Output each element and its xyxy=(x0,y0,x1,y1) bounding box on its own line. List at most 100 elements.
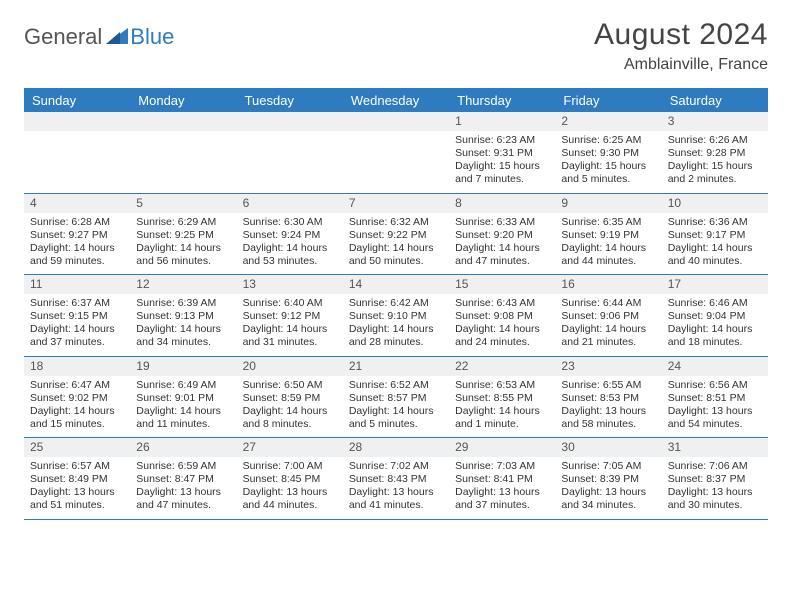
day-line: and 5 minutes. xyxy=(561,173,655,186)
day-cell: 9Sunrise: 6:35 AMSunset: 9:19 PMDaylight… xyxy=(555,194,661,275)
day-number: 21 xyxy=(343,357,449,376)
day-body: Sunrise: 6:39 AMSunset: 9:13 PMDaylight:… xyxy=(130,294,236,356)
day-line: Sunset: 9:25 PM xyxy=(136,229,230,242)
day-line: Sunset: 8:47 PM xyxy=(136,473,230,486)
day-line: Sunrise: 6:40 AM xyxy=(243,297,337,310)
page-title: August 2024 xyxy=(594,18,768,52)
day-line: Sunrise: 6:30 AM xyxy=(243,216,337,229)
day-line: and 34 minutes. xyxy=(561,499,655,512)
day-body: Sunrise: 6:32 AMSunset: 9:22 PMDaylight:… xyxy=(343,213,449,275)
day-line: Daylight: 14 hours xyxy=(455,405,549,418)
day-body: Sunrise: 6:55 AMSunset: 8:53 PMDaylight:… xyxy=(555,376,661,438)
day-line: Sunrise: 6:46 AM xyxy=(668,297,762,310)
day-line: Sunset: 9:01 PM xyxy=(136,392,230,405)
day-line: Daylight: 15 hours xyxy=(668,160,762,173)
day-line: Sunrise: 6:36 AM xyxy=(668,216,762,229)
day-line: Daylight: 13 hours xyxy=(30,486,124,499)
day-body: Sunrise: 6:57 AMSunset: 8:49 PMDaylight:… xyxy=(24,457,130,519)
day-line: and 21 minutes. xyxy=(561,336,655,349)
day-number: 5 xyxy=(130,194,236,213)
day-line: and 11 minutes. xyxy=(136,418,230,431)
day-body: Sunrise: 7:06 AMSunset: 8:37 PMDaylight:… xyxy=(662,457,768,519)
day-line: Sunrise: 7:00 AM xyxy=(243,460,337,473)
day-line: and 30 minutes. xyxy=(668,499,762,512)
day-line: Daylight: 14 hours xyxy=(349,405,443,418)
day-body: Sunrise: 6:28 AMSunset: 9:27 PMDaylight:… xyxy=(24,213,130,275)
day-line: Sunset: 8:49 PM xyxy=(30,473,124,486)
day-line: Sunrise: 6:39 AM xyxy=(136,297,230,310)
day-cell: 14Sunrise: 6:42 AMSunset: 9:10 PMDayligh… xyxy=(343,275,449,356)
day-line: Daylight: 14 hours xyxy=(243,405,337,418)
day-header: Tuesday xyxy=(237,89,343,112)
day-line: Sunrise: 6:28 AM xyxy=(30,216,124,229)
day-number: 7 xyxy=(343,194,449,213)
day-line: Sunrise: 6:50 AM xyxy=(243,379,337,392)
day-number: 13 xyxy=(237,275,343,294)
day-number: 6 xyxy=(237,194,343,213)
day-number: 22 xyxy=(449,357,555,376)
day-line: Daylight: 14 hours xyxy=(668,323,762,336)
day-cell: 17Sunrise: 6:46 AMSunset: 9:04 PMDayligh… xyxy=(662,275,768,356)
day-line: Daylight: 13 hours xyxy=(561,486,655,499)
day-line: Sunrise: 6:33 AM xyxy=(455,216,549,229)
day-number: 30 xyxy=(555,438,661,457)
day-header: Wednesday xyxy=(343,89,449,112)
day-number: 19 xyxy=(130,357,236,376)
day-line: and 50 minutes. xyxy=(349,255,443,268)
day-line: Daylight: 13 hours xyxy=(561,405,655,418)
logo-text-blue: Blue xyxy=(130,24,174,50)
day-line: Daylight: 14 hours xyxy=(455,242,549,255)
day-number: 10 xyxy=(662,194,768,213)
day-line: Daylight: 13 hours xyxy=(668,405,762,418)
day-line: and 8 minutes. xyxy=(243,418,337,431)
day-body: Sunrise: 6:46 AMSunset: 9:04 PMDaylight:… xyxy=(662,294,768,356)
day-line: Sunset: 8:39 PM xyxy=(561,473,655,486)
day-line: Sunrise: 7:03 AM xyxy=(455,460,549,473)
day-number: 24 xyxy=(662,357,768,376)
day-line: Sunset: 8:45 PM xyxy=(243,473,337,486)
day-line: Sunrise: 7:06 AM xyxy=(668,460,762,473)
day-line: Sunset: 8:51 PM xyxy=(668,392,762,405)
day-line: Sunrise: 6:43 AM xyxy=(455,297,549,310)
day-line: and 7 minutes. xyxy=(455,173,549,186)
day-line: Sunrise: 6:42 AM xyxy=(349,297,443,310)
day-line: and 18 minutes. xyxy=(668,336,762,349)
day-cell: 19Sunrise: 6:49 AMSunset: 9:01 PMDayligh… xyxy=(130,357,236,438)
day-line: Sunrise: 6:25 AM xyxy=(561,134,655,147)
day-line: Daylight: 14 hours xyxy=(561,242,655,255)
day-line: Sunrise: 6:57 AM xyxy=(30,460,124,473)
day-line: Sunset: 8:41 PM xyxy=(455,473,549,486)
day-line: and 31 minutes. xyxy=(243,336,337,349)
day-line: Sunset: 9:08 PM xyxy=(455,310,549,323)
day-cell: 2Sunrise: 6:25 AMSunset: 9:30 PMDaylight… xyxy=(555,112,661,193)
day-line: Daylight: 14 hours xyxy=(30,405,124,418)
day-number: 11 xyxy=(24,275,130,294)
day-line: Daylight: 14 hours xyxy=(349,323,443,336)
day-line: Sunset: 9:31 PM xyxy=(455,147,549,160)
day-line: Sunrise: 6:49 AM xyxy=(136,379,230,392)
day-cell: 22Sunrise: 6:53 AMSunset: 8:55 PMDayligh… xyxy=(449,357,555,438)
day-cell: 20Sunrise: 6:50 AMSunset: 8:59 PMDayligh… xyxy=(237,357,343,438)
title-block: August 2024 Amblainville, France xyxy=(594,18,768,74)
day-number: 2 xyxy=(555,112,661,131)
day-cell xyxy=(130,112,236,193)
header: General Blue August 2024 Amblainville, F… xyxy=(24,18,768,74)
day-line: Daylight: 14 hours xyxy=(349,242,443,255)
day-number xyxy=(343,112,449,131)
day-cell: 25Sunrise: 6:57 AMSunset: 8:49 PMDayligh… xyxy=(24,438,130,519)
week-row: 11Sunrise: 6:37 AMSunset: 9:15 PMDayligh… xyxy=(24,275,768,357)
day-body: Sunrise: 7:03 AMSunset: 8:41 PMDaylight:… xyxy=(449,457,555,519)
week-row: 4Sunrise: 6:28 AMSunset: 9:27 PMDaylight… xyxy=(24,194,768,276)
day-cell xyxy=(343,112,449,193)
week-row: 1Sunrise: 6:23 AMSunset: 9:31 PMDaylight… xyxy=(24,112,768,194)
day-line: Sunset: 9:20 PM xyxy=(455,229,549,242)
day-cell: 27Sunrise: 7:00 AMSunset: 8:45 PMDayligh… xyxy=(237,438,343,519)
day-line: Sunset: 8:53 PM xyxy=(561,392,655,405)
day-line: Sunset: 9:24 PM xyxy=(243,229,337,242)
day-line: and 24 minutes. xyxy=(455,336,549,349)
day-line: Sunrise: 6:37 AM xyxy=(30,297,124,310)
day-cell: 16Sunrise: 6:44 AMSunset: 9:06 PMDayligh… xyxy=(555,275,661,356)
day-header: Saturday xyxy=(662,89,768,112)
day-cell: 15Sunrise: 6:43 AMSunset: 9:08 PMDayligh… xyxy=(449,275,555,356)
day-cell xyxy=(24,112,130,193)
